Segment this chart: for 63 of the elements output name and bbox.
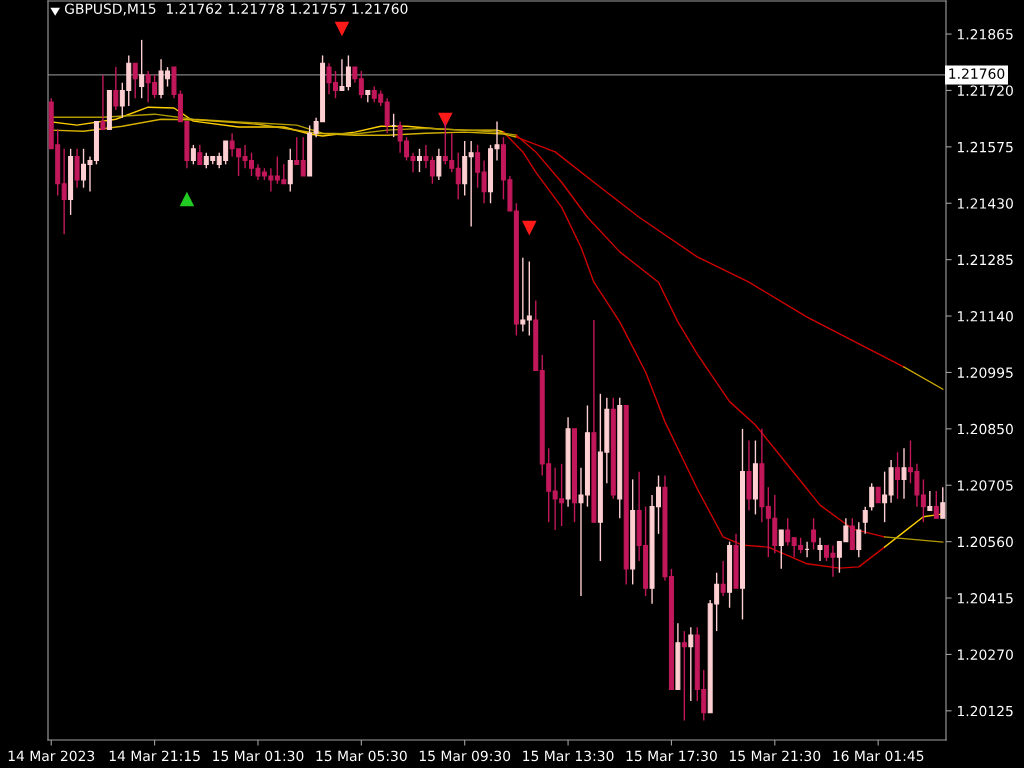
point xyxy=(179,191,195,207)
x-tick-label: 15 Mar 01:30 xyxy=(213,750,304,762)
x-tick-label: 15 Mar 09:30 xyxy=(419,750,511,762)
y-tick-label: 1.21720 xyxy=(957,85,1013,96)
candlestick xyxy=(901,447,907,500)
candlestick xyxy=(778,529,784,570)
candlestick xyxy=(849,517,855,551)
candlestick xyxy=(688,626,694,702)
x-tick-label: 14 Mar 2023 xyxy=(8,750,95,762)
candlestick xyxy=(811,517,817,551)
candlestick xyxy=(384,97,390,134)
x-tick-label: 16 Mar 01:45 xyxy=(833,750,924,762)
candlestick xyxy=(294,136,300,166)
candlestick xyxy=(190,144,196,166)
candlestick xyxy=(300,136,306,177)
x-tick-label: 15 Mar 21:30 xyxy=(729,750,821,762)
x-tick-label: 14 Mar 21:15 xyxy=(109,750,200,762)
candlestick xyxy=(895,451,901,500)
x-tick-label: 15 Mar 05:30 xyxy=(316,750,407,762)
x-tick-label: 15 Mar 13:30 xyxy=(523,750,614,762)
y-tick-label: 1.20850 xyxy=(957,423,1013,435)
candlestick xyxy=(869,482,875,512)
candlestick xyxy=(197,144,203,166)
candlestick xyxy=(287,148,293,193)
candlestick xyxy=(61,148,67,236)
point xyxy=(438,112,453,128)
y-tick-label: 1.21865 xyxy=(957,29,1013,40)
candlestick xyxy=(455,151,461,201)
candlestick xyxy=(940,486,946,519)
candlestick xyxy=(862,505,868,535)
candlestick xyxy=(520,257,526,333)
y-tick-label: 1.21285 xyxy=(957,254,1013,266)
chart-title: GBPUSD,M15 1.21762 1.21778 1.21757 1.21760 xyxy=(64,3,408,16)
y-tick-label: 1.20270 xyxy=(957,649,1013,660)
candlestick xyxy=(933,490,939,519)
candlestick xyxy=(785,517,791,547)
ref-line-label: 1.21760 xyxy=(949,68,1005,79)
candlestick xyxy=(526,260,532,337)
candlestick xyxy=(720,560,726,597)
candlestick xyxy=(100,74,106,131)
candlestick xyxy=(113,66,119,111)
candlestick xyxy=(681,630,687,722)
candlestick xyxy=(468,140,474,228)
candlestick xyxy=(74,148,80,189)
y-tick-label: 1.21575 xyxy=(957,141,1013,153)
y-tick-label: 1.20560 xyxy=(957,536,1013,548)
candlestick xyxy=(817,537,823,562)
y-tick-label: 1.20995 xyxy=(957,367,1013,378)
y-tick-label: 1.21140 xyxy=(957,311,1013,322)
y-tick-label: 1.20415 xyxy=(957,593,1013,604)
candlestick xyxy=(927,490,933,512)
y-tick-label: 1.20125 xyxy=(957,705,1013,717)
candlestick xyxy=(132,62,138,99)
candlestick xyxy=(358,70,364,99)
x-tick-label: 15 Mar 17:30 xyxy=(626,750,717,762)
candlestick xyxy=(416,148,422,173)
candlestick xyxy=(436,148,442,181)
y-tick-label: 1.20705 xyxy=(957,480,1013,491)
candlestick xyxy=(139,39,145,99)
point xyxy=(334,21,350,37)
candlestick xyxy=(856,521,862,558)
point xyxy=(522,220,537,236)
y-tick-label: 1.21430 xyxy=(957,198,1013,209)
